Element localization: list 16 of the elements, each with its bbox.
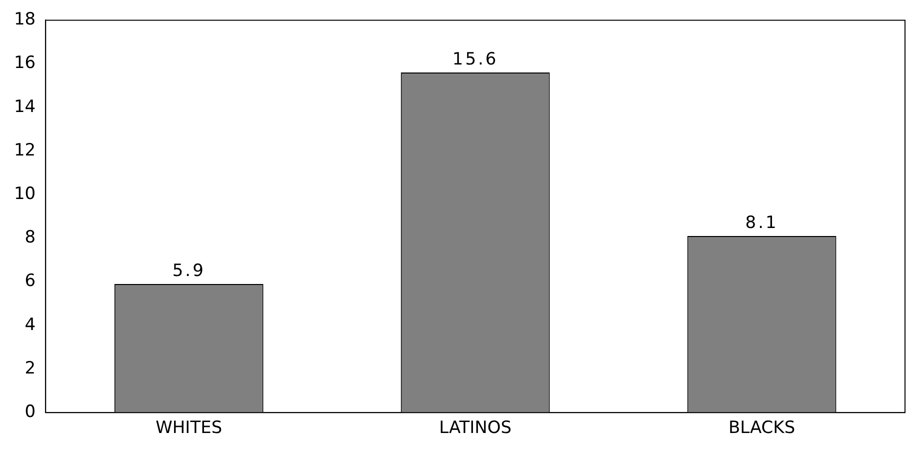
x-tick-label: BLACKS	[728, 418, 796, 438]
y-tick-label: 12	[14, 140, 36, 160]
y-tick-label: 2	[24, 358, 36, 378]
data-label: 15.6	[452, 49, 498, 70]
y-tick-label: 16	[14, 53, 36, 74]
y-tick-label: 14	[14, 96, 36, 117]
y-tick-label: 6	[24, 271, 36, 292]
data-label: 8.1	[745, 212, 778, 233]
data-label: 5.9	[172, 260, 206, 281]
x-tick-label: WHITES	[156, 418, 222, 438]
y-tick-label: 4	[24, 314, 36, 335]
y-tick-label: 0	[24, 402, 36, 422]
y-tick-label: 18	[14, 10, 36, 30]
x-tick-label: LATINOS	[439, 418, 512, 438]
y-tick-label: 10	[14, 184, 36, 204]
y-tick-label: 8	[24, 228, 36, 248]
